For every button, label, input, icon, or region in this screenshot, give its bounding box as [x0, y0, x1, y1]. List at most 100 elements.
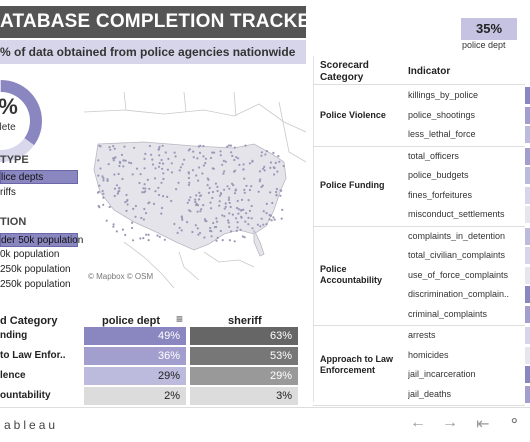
agency-dot[interactable]	[204, 162, 207, 165]
agency-dot[interactable]	[209, 226, 212, 230]
agency-dot[interactable]	[189, 196, 192, 199]
agency-dot[interactable]	[195, 174, 198, 177]
agency-dot[interactable]	[215, 220, 219, 223]
indicator-item[interactable]: fines_forfeitures	[408, 189, 473, 200]
agency-dot[interactable]	[228, 239, 231, 242]
agency-dot[interactable]	[251, 227, 254, 230]
agency-dot[interactable]	[126, 203, 129, 206]
agency-dot[interactable]	[128, 161, 131, 164]
agency-dot[interactable]	[250, 204, 253, 208]
agency-dot[interactable]	[228, 201, 231, 204]
agency-dot[interactable]	[222, 172, 225, 175]
agency-dot[interactable]	[233, 146, 236, 149]
agency-dot[interactable]	[170, 162, 173, 165]
agency-dot[interactable]	[235, 217, 238, 220]
agency-dot[interactable]	[227, 198, 230, 201]
agency-dot[interactable]	[242, 168, 245, 171]
agency-dot[interactable]	[203, 218, 207, 221]
agency-dot[interactable]	[213, 151, 216, 154]
agency-dot[interactable]	[263, 169, 266, 172]
agency-dot[interactable]	[166, 168, 169, 171]
agency-dot[interactable]	[196, 157, 199, 160]
agency-dot[interactable]	[208, 186, 211, 190]
indicator-item[interactable]: jail_incarceration	[408, 369, 476, 379]
agency-dot[interactable]	[192, 150, 195, 153]
indicator-item[interactable]: jail_deaths	[408, 388, 452, 399]
agency-dot[interactable]	[268, 218, 271, 221]
sheriff-cell[interactable]: 53%	[190, 347, 298, 365]
agency-dot[interactable]	[162, 195, 165, 198]
agency-dot[interactable]	[216, 236, 219, 239]
agency-dot[interactable]	[202, 144, 205, 148]
agency-dot[interactable]	[148, 187, 151, 190]
agency-dot[interactable]	[226, 145, 229, 148]
indicator-item[interactable]: arrests	[408, 330, 436, 340]
agency-dot[interactable]	[237, 212, 240, 215]
filter-pop-3[interactable]: 250k population	[0, 263, 78, 277]
agency-dot[interactable]	[158, 147, 161, 150]
agency-dot[interactable]	[260, 217, 263, 220]
agency-dot[interactable]	[260, 151, 263, 154]
agency-dot[interactable]	[224, 202, 227, 205]
sheriff-cell[interactable]: 29%	[190, 367, 298, 385]
agency-dot[interactable]	[209, 156, 213, 160]
indicator-value-bar[interactable]	[525, 385, 530, 403]
agency-dot[interactable]	[113, 147, 116, 150]
agency-dot[interactable]	[273, 218, 276, 221]
agency-dot[interactable]	[160, 212, 163, 215]
filter-pop-2[interactable]: 0k population	[0, 248, 78, 262]
agency-dot[interactable]	[188, 181, 191, 184]
agency-dot[interactable]	[156, 234, 159, 237]
agency-dot[interactable]	[250, 185, 253, 188]
filter-sheriffs[interactable]: riffs	[0, 186, 78, 200]
agency-dot[interactable]	[216, 189, 219, 193]
agency-dot[interactable]	[262, 223, 265, 226]
agency-dot[interactable]	[279, 194, 282, 197]
agency-dot[interactable]	[218, 200, 221, 203]
agency-dot[interactable]	[108, 146, 111, 149]
agency-dot[interactable]	[243, 188, 246, 191]
agency-dot[interactable]	[109, 148, 112, 151]
agency-dot[interactable]	[196, 210, 199, 213]
indicator-item[interactable]: total_officers	[408, 150, 459, 161]
agency-dot[interactable]	[147, 239, 150, 242]
agency-dot[interactable]	[258, 170, 262, 173]
agency-dot[interactable]	[158, 235, 161, 238]
agency-dot[interactable]	[211, 151, 214, 154]
agency-dot[interactable]	[194, 224, 197, 227]
agency-dot[interactable]	[239, 228, 242, 231]
agency-dot[interactable]	[157, 193, 161, 197]
agency-dot[interactable]	[228, 212, 231, 215]
agency-dot[interactable]	[245, 212, 248, 215]
agency-dot[interactable]	[273, 173, 276, 176]
agency-dot[interactable]	[281, 208, 284, 211]
agency-dot[interactable]	[192, 156, 195, 159]
agency-dot[interactable]	[245, 184, 248, 187]
agency-dot[interactable]	[179, 166, 182, 169]
agency-dot[interactable]	[203, 236, 206, 239]
agency-dot[interactable]	[229, 144, 233, 147]
indicator-value-bar[interactable]	[525, 147, 530, 165]
agency-dot[interactable]	[115, 184, 119, 187]
agency-dot[interactable]	[112, 225, 115, 228]
agency-dot[interactable]	[235, 156, 238, 159]
revert-icon[interactable]: ⇤	[476, 416, 490, 433]
agency-dot[interactable]	[107, 163, 110, 166]
indicator-value-bar[interactable]	[525, 247, 530, 264]
indicator-item[interactable]: criminal_complaints	[408, 308, 488, 319]
agency-dot[interactable]	[228, 187, 231, 190]
agency-dot[interactable]	[211, 167, 214, 170]
agency-dot[interactable]	[151, 158, 154, 161]
agency-dot[interactable]	[175, 188, 178, 191]
agency-dot[interactable]	[124, 159, 127, 162]
agency-dot[interactable]	[142, 237, 145, 240]
agency-dot[interactable]	[240, 198, 244, 201]
agency-dot[interactable]	[178, 226, 181, 229]
agency-dot[interactable]	[233, 240, 236, 243]
agency-dot[interactable]	[115, 230, 118, 233]
indicator-value-bar[interactable]	[525, 346, 530, 364]
agency-dot[interactable]	[277, 155, 280, 158]
agency-dot[interactable]	[227, 196, 231, 199]
police-dept-cell[interactable]: 2%	[84, 387, 186, 405]
agency-dot[interactable]	[181, 218, 184, 221]
